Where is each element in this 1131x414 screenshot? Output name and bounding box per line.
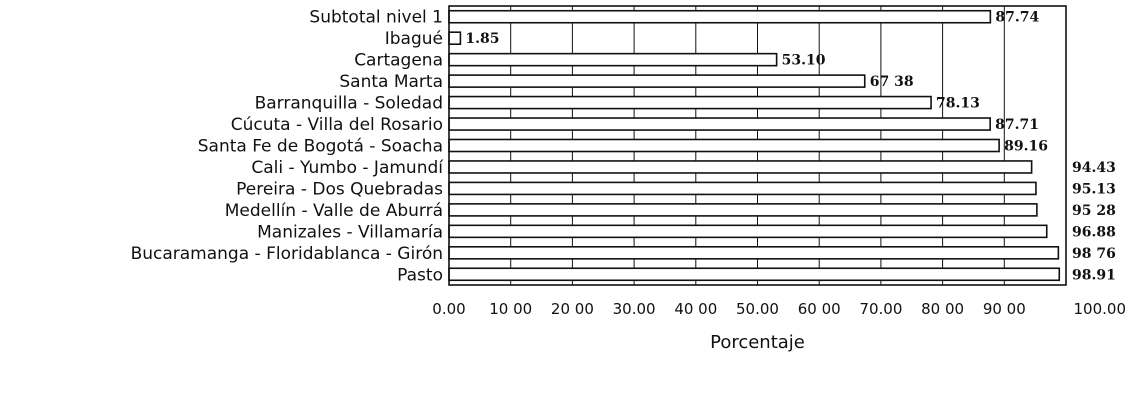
bars <box>448 9 1061 282</box>
bar <box>448 267 1061 282</box>
x-tick-label: 90 00 <box>983 300 1026 318</box>
data-label: 98 76 <box>1072 246 1116 262</box>
data-label: 53.10 <box>782 53 826 69</box>
data-label: 87.71 <box>995 117 1039 133</box>
category-label: Santa Fe de Bogotá - Soacha <box>198 137 443 157</box>
category-label: Cúcuta - Villa del Rosario <box>231 115 443 135</box>
bar <box>448 31 462 46</box>
x-tick-label: 10 00 <box>489 300 532 318</box>
x-tick-label: 80 00 <box>921 300 964 318</box>
data-label: 89.16 <box>1004 139 1048 155</box>
data-label: 94.43 <box>1072 160 1116 176</box>
x-axis-title: Porcentaje <box>710 332 805 353</box>
category-label: Cartagena <box>354 51 443 71</box>
category-label: Bucaramanga - Floridablanca - Girón <box>131 244 443 264</box>
plot-frame <box>448 5 1067 286</box>
bar <box>448 9 992 24</box>
bar <box>448 138 1000 153</box>
bar <box>448 203 1038 217</box>
x-tick-label: 30.00 <box>613 300 656 318</box>
category-label: Manizales - Villamaría <box>257 222 443 242</box>
x-tick-label: 0.00 <box>432 300 465 318</box>
x-tick-label: 70.00 <box>859 300 902 318</box>
bar <box>448 74 866 88</box>
data-label: 95 28 <box>1072 203 1116 219</box>
bar <box>448 95 932 110</box>
data-label: 78.13 <box>936 96 980 112</box>
bar <box>448 52 778 67</box>
category-label: Santa Marta <box>339 72 443 92</box>
bar <box>448 245 1060 260</box>
bar <box>448 117 991 131</box>
data-label: 96.88 <box>1072 224 1116 240</box>
x-tick-label: 40 00 <box>674 300 717 318</box>
bar <box>448 224 1048 239</box>
data-label: 67 38 <box>870 74 914 90</box>
data-label: 1.85 <box>465 31 499 47</box>
x-tick-label: 100.00 <box>1074 300 1127 318</box>
data-label: 98.91 <box>1072 267 1116 283</box>
category-label: Ibagué <box>385 29 443 49</box>
category-label: Pasto <box>397 265 443 285</box>
data-label: 95.13 <box>1072 181 1116 197</box>
category-label: Subtotal nivel 1 <box>309 8 443 28</box>
value-labels: 87.74 1.85 53.10 67 38 78.13 87.71 89.16 94.43 9… <box>465 10 1115 284</box>
category-label: Pereira - Dos Quebradas <box>236 179 443 199</box>
x-tick-label: 50.00 <box>736 300 779 318</box>
bar <box>448 160 1033 174</box>
category-label: Medellín - Valle de Aburrá <box>225 201 443 221</box>
bar <box>448 181 1037 196</box>
category-label: Cali - Yumbo - Jamundí <box>251 158 444 178</box>
x-tick-label: 60 00 <box>798 300 841 318</box>
x-tick-label: 20 00 <box>551 300 594 318</box>
x-tick-labels: 0.00 10 00 20 00 30.00 40 00 50.00 60 00 70.00 8… <box>432 300 1126 318</box>
category-label: Barranquilla - Soledad <box>255 94 443 114</box>
data-label: 87.74 <box>995 10 1039 26</box>
